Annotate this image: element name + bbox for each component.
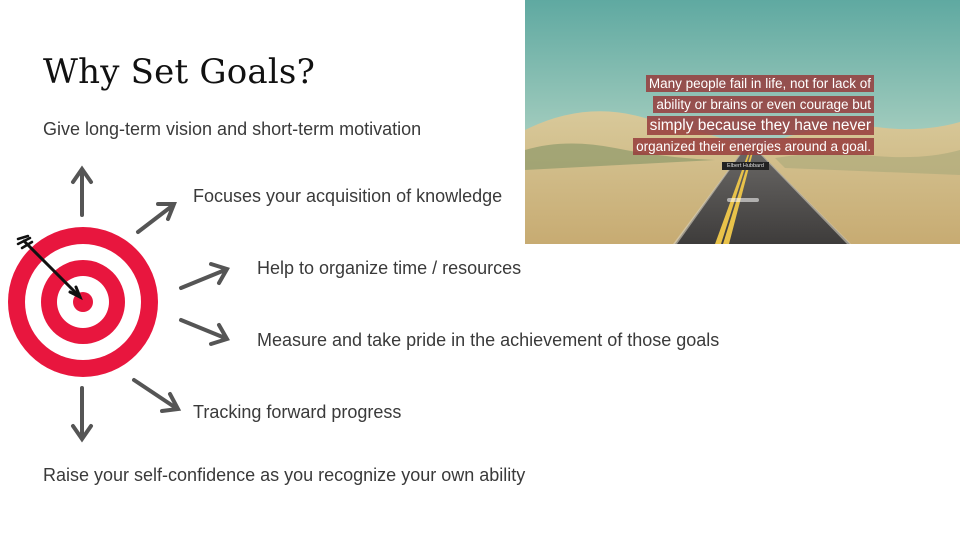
arrow-up-icon	[71, 165, 93, 217]
point-long-term-vision: Give long-term vision and short-term mot…	[43, 119, 422, 139]
watermark-logo	[727, 198, 759, 202]
point-tracking-progress: Tracking forward progress	[193, 402, 402, 422]
slide-title: Why Set Goals?	[43, 52, 315, 92]
arrow-right-up-icon	[179, 262, 230, 290]
quote-line: simply because they have never	[646, 116, 874, 135]
arrow-down-right-icon	[132, 378, 182, 413]
point-organize-time: Help to organize time / resources	[257, 258, 522, 278]
arrow-right-down-icon	[179, 318, 230, 346]
quote-line: Many people fail in life, not for lack o…	[645, 75, 874, 92]
quote-line: organized their energies around a goal.	[633, 138, 874, 155]
target-diagram	[8, 165, 230, 443]
point-knowledge: Focuses your acquisition of knowledge	[193, 186, 503, 206]
quote-line: ability or brains or even courage but	[653, 96, 874, 113]
road-quote-image: Many people fail in life, not for lack o…	[525, 0, 960, 244]
arrow-down-icon	[71, 386, 93, 443]
point-self-confidence: Raise your self-confidence as you recogn…	[43, 465, 526, 485]
quote-text: Many people fail in life, not for lack o…	[614, 73, 874, 157]
point-measure-pride: Measure and take pride in the achievemen…	[257, 330, 720, 350]
dart-arrow-icon	[16, 234, 83, 301]
quote-author: Elbert Hubbard	[722, 162, 769, 170]
arrow-up-right-icon	[136, 202, 177, 234]
